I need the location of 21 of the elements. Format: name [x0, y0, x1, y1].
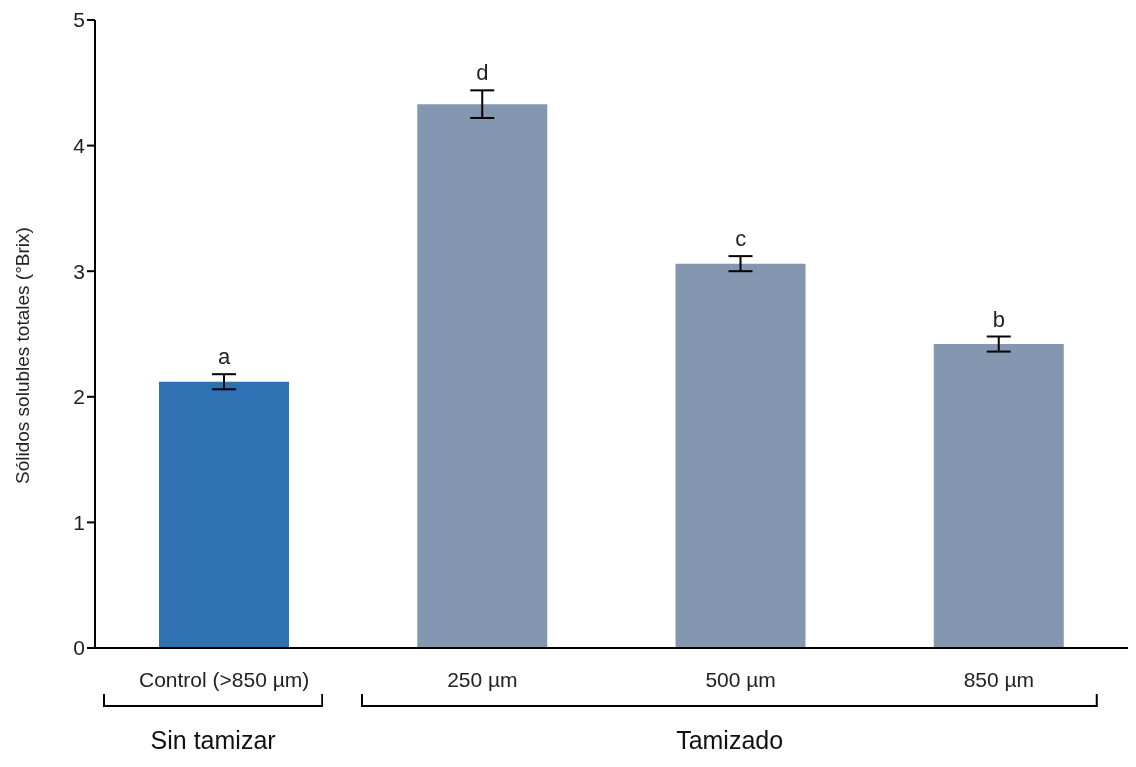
x-tick-label: 500 µm — [705, 667, 776, 691]
bar — [933, 344, 1064, 648]
bar — [159, 381, 289, 648]
y-tick-label: 4 — [73, 134, 86, 158]
bar — [417, 104, 548, 648]
annotation: a — [218, 344, 231, 370]
y-tick-label: 3 — [73, 259, 85, 283]
y-tick-label: 5 — [73, 8, 85, 32]
x-tick-label: 850 µm — [963, 667, 1035, 691]
y-tick-label: 0 — [73, 636, 85, 660]
text: Tamizado — [675, 726, 785, 755]
y-tick-label: 1 — [73, 510, 85, 534]
x-tick-label: Control (>850 µm) — [139, 667, 310, 691]
y-axis-title: Sólidos solubles totales (°Brix) — [11, 227, 33, 484]
annotation: b — [992, 306, 1005, 332]
annotation: d — [476, 60, 489, 86]
annotation: c — [735, 226, 747, 252]
y-tick-label: 2 — [73, 385, 85, 409]
bar — [675, 263, 806, 648]
x-tick-label: 250 µm — [447, 667, 518, 691]
text: Sin tamizar — [149, 726, 277, 755]
